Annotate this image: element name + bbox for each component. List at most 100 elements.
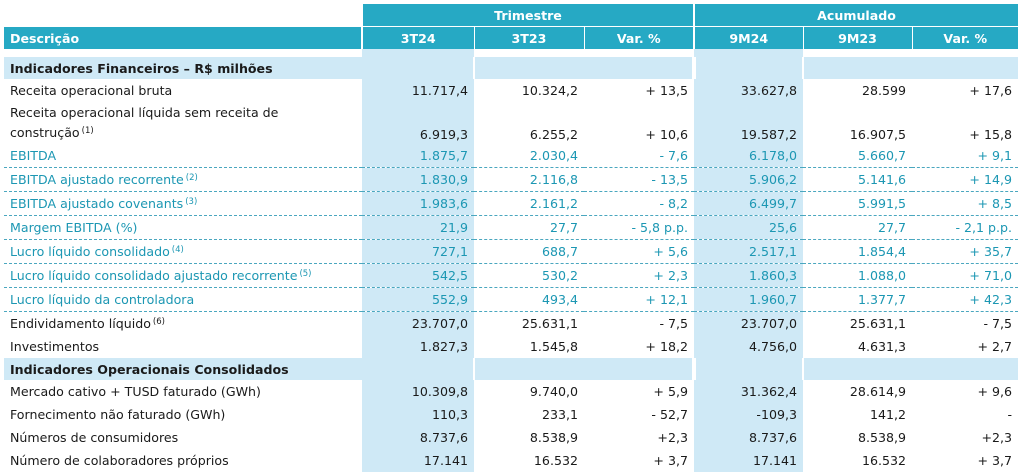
table-row: Receita operacional líquida sem receita … [4, 102, 1018, 144]
cell-var-acumulado: + 15,8 [969, 127, 1013, 142]
cell-var-acumulado: - 2,1 p.p. [912, 215, 1019, 240]
table-row: Endividamento líquido (6) 23.707,0 25.631… [4, 311, 1018, 335]
table-row: EBITDA ajustado covenants (3) 1.983,6 2.1… [4, 191, 1019, 216]
section-header-operacionais: Indicadores Operacionais Consolidados [4, 358, 1019, 380]
row-label: Lucro líquido da controladora [4, 287, 362, 312]
cell-var-acumulado: + 42,3 [912, 287, 1019, 312]
cell-var-trimestre: + 12,1 [584, 287, 695, 312]
section-title: Indicadores Financeiros – R$ milhões [4, 57, 362, 79]
cell-var-acumulado: + 2,7 [977, 339, 1013, 354]
cell-9m24: 23.707,0 [694, 311, 804, 335]
cell-9m23: 16.532 [861, 453, 907, 468]
cell-9m24: 1.860,3 [694, 263, 804, 288]
col-9m23: 9M23 [802, 26, 913, 49]
cell-var-trimestre: + 3,7 [653, 453, 689, 468]
table-row: Números de consumidores 8.737,6 8.538,9 … [4, 426, 1018, 449]
row-label: Lucro líquido consolidado (4) [4, 239, 362, 264]
header-trimestre: Trimestre [360, 4, 695, 27]
cell-9m23: 28.599 [861, 83, 907, 98]
table-row: Mercado cativo + TUSD faturado (GWh) 10.… [4, 380, 1018, 403]
cell-9m23: 5.660,7 [803, 144, 913, 168]
table-row: Fornecimento não faturado (GWh) 110,3 23… [4, 403, 1018, 426]
row-label: Mercado cativo + TUSD faturado (GWh) [10, 384, 261, 399]
cell-var-trimestre: - 7,6 [584, 144, 695, 168]
row-label: Número de colaboradores próprios [10, 453, 229, 468]
cell-3t23: 2.116,8 [474, 167, 584, 192]
footnote-marker: (3) [185, 197, 198, 207]
cell-9m24: 8.737,6 [694, 426, 804, 449]
table-row: EBITDA ajustado recorrente (2) 1.830,9 2.… [4, 167, 1019, 192]
cell-3t24: 1.830,9 [362, 167, 474, 192]
cell-9m23: 1.377,7 [803, 287, 913, 312]
header-blank [4, 4, 362, 27]
cell-9m24: 19.587,2 [694, 102, 804, 144]
row-label: Números de consumidores [10, 430, 179, 445]
row-label: Investimentos [10, 339, 100, 354]
cell-3t23: 6.255,2 [529, 127, 578, 142]
cell-9m24: -109,3 [694, 403, 804, 426]
cell-3t24: 542,5 [362, 263, 474, 288]
cell-3t23: 16.532 [533, 453, 578, 468]
cell-9m24: 17.141 [694, 449, 804, 472]
cell-3t23: 10.324,2 [521, 83, 578, 98]
cell-9m23: 1.854,4 [803, 239, 913, 264]
cell-3t23: 493,4 [474, 287, 584, 312]
row-label: Fornecimento não faturado (GWh) [10, 407, 226, 422]
cell-9m23: 16.907,5 [849, 127, 907, 142]
cell-var-trimestre: + 5,6 [584, 239, 695, 264]
cell-var-acumulado: + 8,5 [912, 191, 1019, 216]
cell-3t23: 2.030,4 [474, 144, 584, 168]
section-title: Indicadores Operacionais Consolidados [4, 358, 362, 380]
cell-3t23: 688,7 [474, 239, 584, 264]
cell-var-trimestre: + 10,6 [645, 127, 689, 142]
cell-3t23: 27,7 [474, 215, 584, 240]
row-label: Margem EBITDA (%) [4, 215, 362, 240]
cell-var-trimestre: - 13,5 [584, 167, 695, 192]
cell-9m24: 4.756,0 [694, 335, 804, 358]
cell-9m24: 1.960,7 [694, 287, 804, 312]
cell-3t24: 6.919,3 [362, 102, 474, 144]
cell-9m23: 5.991,5 [803, 191, 913, 216]
cell-3t24: 11.717,4 [362, 79, 474, 102]
footnote-marker: (5) [299, 269, 312, 279]
footnote-marker: (6) [152, 317, 165, 327]
cell-var-trimestre: + 18,2 [645, 339, 689, 354]
cell-9m24: 6.178,0 [694, 144, 804, 168]
cell-9m23: 1.088,0 [803, 263, 913, 288]
cell-var-trimestre: +2,3 [657, 430, 689, 445]
cell-3t23: 2.161,2 [474, 191, 584, 216]
cell-9m23: 27,7 [803, 215, 913, 240]
cell-var-acumulado: + 9,6 [977, 384, 1013, 399]
cell-var-trimestre: + 13,5 [645, 83, 689, 98]
cell-3t24: 1.827,3 [362, 335, 474, 358]
row-label: Receita operacional líquida sem receita … [10, 105, 279, 140]
cell-var-trimestre: + 2,3 [584, 263, 695, 288]
col-3t23: 3T23 [473, 26, 584, 49]
row-label: EBITDA ajustado covenants (3) [4, 191, 362, 216]
cell-9m24: 33.627,8 [694, 79, 804, 102]
cell-3t23: 1.545,8 [529, 339, 578, 354]
cell-var-acumulado: - 7,5 [983, 316, 1013, 331]
table-row: Lucro líquido consolidado ajustado recor… [4, 263, 1019, 288]
col-9m24: 9M24 [693, 26, 804, 49]
section-header-financeiros: Indicadores Financeiros – R$ milhões [4, 57, 1019, 79]
cell-var-trimestre: + 5,9 [653, 384, 689, 399]
cell-9m24: 25,6 [694, 215, 804, 240]
cell-var-acumulado: + 71,0 [912, 263, 1019, 288]
cell-3t24: 21,9 [362, 215, 474, 240]
cell-3t24: 110,3 [362, 403, 474, 426]
cell-3t23: 9.740,0 [529, 384, 578, 399]
cell-var-acumulado: + 9,1 [912, 144, 1019, 168]
cell-var-acumulado: + 14,9 [912, 167, 1019, 192]
col-3t24: 3T24 [361, 26, 474, 49]
cell-3t24: 1.875,7 [362, 144, 474, 168]
table-row: Lucro líquido consolidado (4) 727,1 688,7… [4, 239, 1019, 264]
row-label: EBITDA ajustado recorrente (2) [4, 167, 362, 192]
cell-var-acumulado: +2,3 [981, 430, 1013, 445]
cell-3t24: 1.983,6 [362, 191, 474, 216]
cell-var-trimestre: - 7,5 [659, 316, 689, 331]
table-row: Receita operacional bruta 11.717,4 10.32… [4, 79, 1018, 102]
col-var-acumulado: Var. % [911, 26, 1019, 49]
header-descricao: Descrição [4, 26, 362, 49]
